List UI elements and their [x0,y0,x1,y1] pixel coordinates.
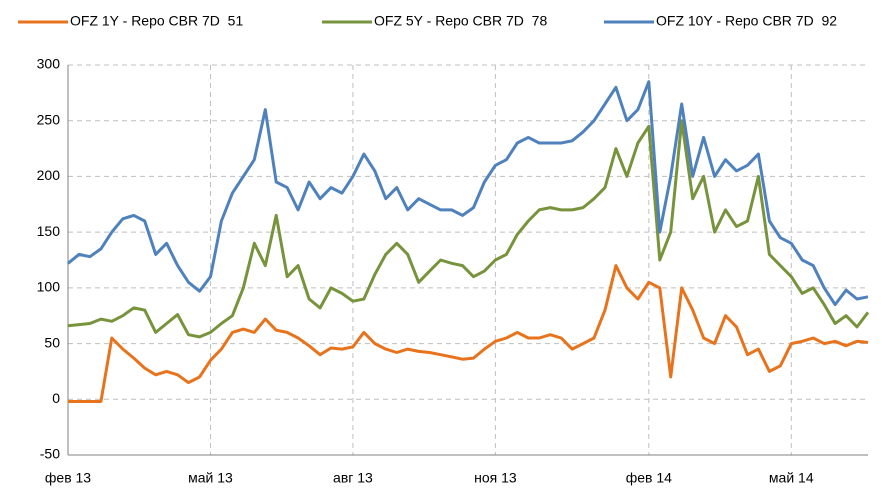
y-tick-label: 300 [37,56,61,72]
y-tick-label: 0 [52,390,60,406]
legend-label: OFZ 1Y - Repo CBR 7D 51 [70,13,243,29]
y-tick-label: -50 [40,446,60,462]
x-tick-label: фев 13 [45,470,91,486]
y-tick-label: 200 [37,167,61,183]
x-tick-label: май 14 [769,470,814,486]
y-tick-label: 50 [44,334,60,350]
x-tick-label: авг 13 [333,470,373,486]
x-tick-label: май 13 [188,470,233,486]
series-line [67,80,869,307]
y-tick-label: 250 [37,111,61,127]
series-line [68,264,869,403]
y-tick-label: 150 [37,223,61,239]
series-line [67,119,870,339]
x-tick-label: ноя 13 [474,470,517,486]
legend-label: OFZ 5Y - Repo CBR 7D 78 [374,13,547,29]
legend-label: OFZ 10Y - Repo CBR 7D 92 [656,13,837,29]
y-tick-label: 100 [37,279,61,295]
x-tick-label: фев 14 [626,470,672,486]
